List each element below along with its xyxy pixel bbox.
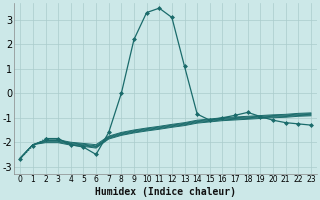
X-axis label: Humidex (Indice chaleur): Humidex (Indice chaleur) (95, 187, 236, 197)
